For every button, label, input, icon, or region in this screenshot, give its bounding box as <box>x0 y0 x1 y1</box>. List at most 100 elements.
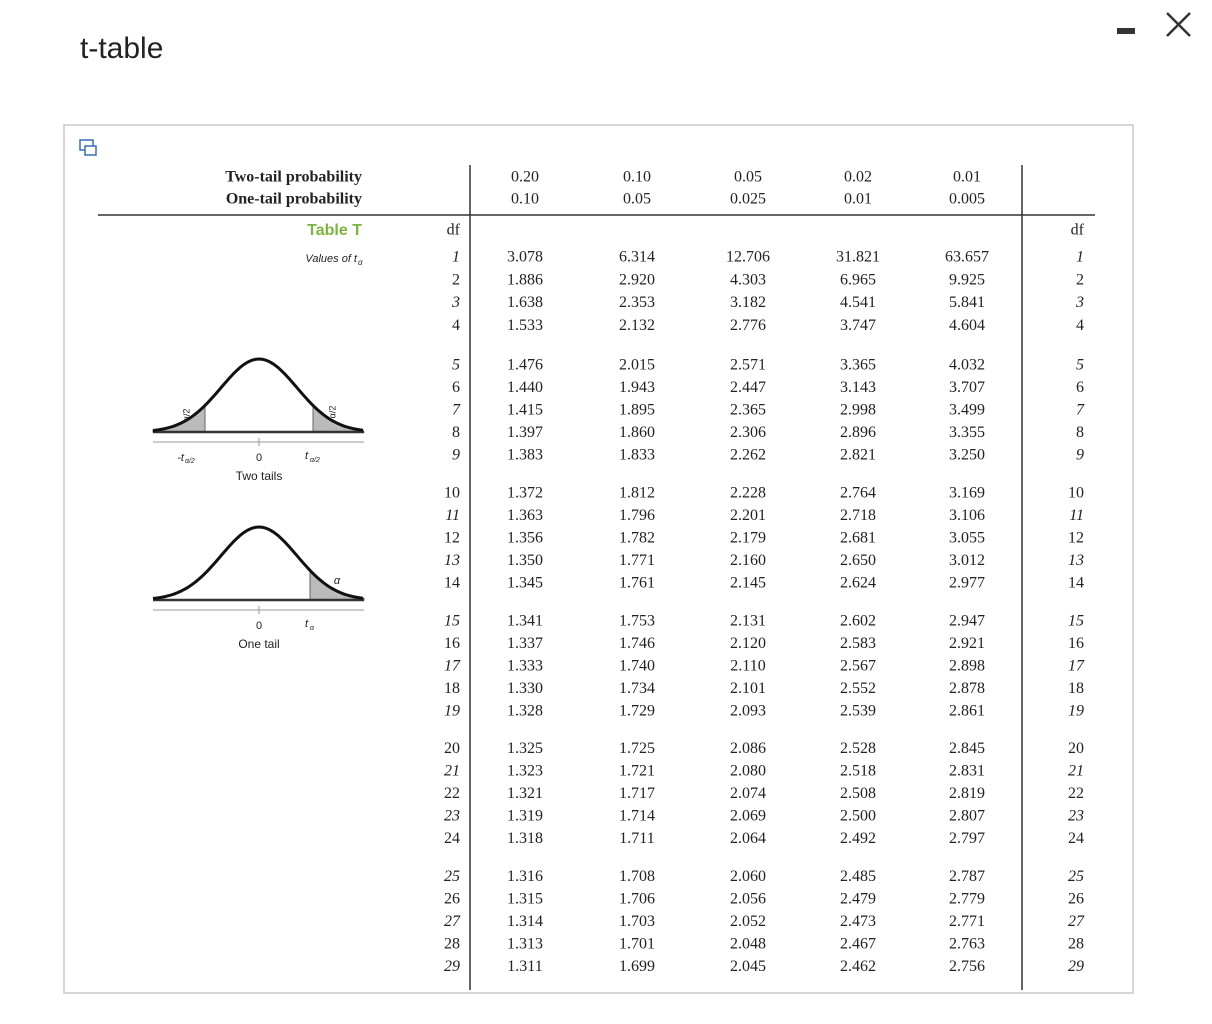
probability-value: 0.02 <box>844 169 872 186</box>
t-value-cell: 2.052 <box>730 913 766 930</box>
t-value-cell: 1.782 <box>619 529 655 546</box>
probability-value: 0.05 <box>734 169 762 186</box>
t-value-cell: 1.314 <box>507 913 543 930</box>
t-value-cell: 2.353 <box>619 294 655 311</box>
t-value-cell: 2.602 <box>840 612 876 629</box>
figures <box>152 357 365 614</box>
t-value-cell: 3.169 <box>949 484 985 501</box>
density-curve <box>152 525 364 600</box>
probability-value: 0.01 <box>953 169 981 186</box>
df-cell: 18 <box>444 680 460 697</box>
df-cell: 22 <box>444 785 460 802</box>
probability-value: 0.01 <box>844 191 872 208</box>
window-title: t-table <box>80 32 163 65</box>
df-cell: 9 <box>1076 447 1084 464</box>
df-cell: 16 <box>1068 635 1084 652</box>
t-value-cell: 1.372 <box>507 484 543 501</box>
t-value-cell: 2.797 <box>949 830 985 847</box>
t-value-cell: 1.721 <box>619 763 655 780</box>
t-value-cell: 2.845 <box>949 740 985 757</box>
t-value-cell: 1.714 <box>619 808 655 825</box>
neg-t-label: -t <box>177 452 185 464</box>
t-value-cell: 2.045 <box>730 958 766 975</box>
probability-value: 0.005 <box>949 191 985 208</box>
t-value-cell: 2.508 <box>840 785 876 802</box>
df-cell: 3 <box>1075 294 1084 311</box>
neg-t-sub: α/2 <box>185 458 195 465</box>
t-value-cell: 6.314 <box>619 249 655 266</box>
t-value-cell: 2.365 <box>730 402 766 419</box>
df-cell: 16 <box>444 635 460 652</box>
t-value-cell: 2.160 <box>730 552 766 569</box>
t-value-cell: 3.250 <box>949 447 985 464</box>
t-value-cell: 2.898 <box>949 657 985 674</box>
df-cell: 17 <box>1068 657 1085 674</box>
t-value-cell: 1.895 <box>619 402 655 419</box>
df-cell: 13 <box>1068 552 1084 569</box>
df-cell: 28 <box>444 935 460 952</box>
t-value-cell: 2.228 <box>730 484 766 501</box>
df-cell: 7 <box>452 402 461 419</box>
pos-t-label: t <box>305 618 309 630</box>
t-value-cell: 2.132 <box>619 317 655 334</box>
t-value-cell: 4.032 <box>949 357 985 374</box>
t-value-cell: 1.761 <box>619 574 655 591</box>
df-cell: 26 <box>444 890 460 907</box>
t-value-cell: 2.262 <box>730 447 766 464</box>
t-value-cell: 3.355 <box>949 424 985 441</box>
t-value-cell: 1.337 <box>507 635 543 652</box>
df-cell: 5 <box>452 357 460 374</box>
t-value-cell: 2.306 <box>730 424 766 441</box>
df-cell: 2 <box>452 271 460 288</box>
df-cell: 22 <box>1068 785 1084 802</box>
df-cell: 8 <box>1076 424 1084 441</box>
probability-value: 0.05 <box>623 191 651 208</box>
t-value-cell: 1.706 <box>619 890 655 907</box>
close-button[interactable] <box>1166 12 1191 37</box>
t-value-cell: 2.861 <box>949 702 985 719</box>
df-cell: 19 <box>444 702 460 719</box>
t-value-cell: 2.080 <box>730 763 766 780</box>
t-value-cell: 2.539 <box>840 702 876 719</box>
t-value-cell: 1.701 <box>619 935 655 952</box>
panel-icon[interactable] <box>79 139 97 156</box>
figure-caption: One tail <box>238 637 279 651</box>
t-value-cell: 2.110 <box>730 657 765 674</box>
table-subtitle-sub: α <box>358 258 363 267</box>
df-cell: 21 <box>1068 763 1084 780</box>
t-value-cell: 2.069 <box>730 808 766 825</box>
t-value-cell: 2.056 <box>730 890 766 907</box>
t-value-cell: 1.740 <box>619 657 655 674</box>
figure-caption: Two tails <box>236 469 283 483</box>
df-header: df <box>447 222 461 239</box>
t-value-cell: 2.807 <box>949 808 985 825</box>
t-value-cell: 2.787 <box>949 868 985 885</box>
t-value-cell: 1.476 <box>507 357 543 374</box>
df-cell: 1 <box>1076 249 1084 266</box>
t-value-cell: 1.734 <box>619 680 655 697</box>
probability-value: 0.10 <box>623 169 651 186</box>
t-value-cell: 2.819 <box>949 785 985 802</box>
two-tail-label: Two-tail probability <box>225 169 362 186</box>
t-value-cell: 1.725 <box>619 740 655 757</box>
df-cell: 23 <box>444 808 460 825</box>
t-value-cell: 2.756 <box>949 958 985 975</box>
t-value-cell: 2.764 <box>840 484 876 501</box>
pos-t-sub: α <box>310 625 315 632</box>
minimize-button[interactable] <box>1117 28 1135 34</box>
t-value-cell: 2.878 <box>949 680 985 697</box>
density-curve <box>152 357 364 432</box>
t-value-cell: 3.499 <box>949 402 985 419</box>
one-tail-label: One-tail probability <box>226 191 362 208</box>
t-value-cell: 1.330 <box>507 680 543 697</box>
t-value-cell: 1.746 <box>619 635 655 652</box>
df-cell: 6 <box>452 379 460 396</box>
t-value-cell: 9.925 <box>949 271 985 288</box>
t-value-cell: 2.086 <box>730 740 766 757</box>
zero-label: 0 <box>256 452 262 464</box>
t-value-cell: 1.703 <box>619 913 655 930</box>
t-value-cell: 4.604 <box>949 317 985 334</box>
t-value-cell: 3.707 <box>949 379 985 396</box>
t-value-cell: 1.313 <box>507 935 543 952</box>
df-cell: 19 <box>1068 702 1084 719</box>
